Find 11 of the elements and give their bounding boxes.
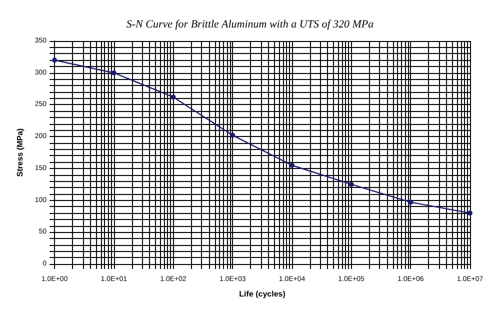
point (230, 132, 236, 138)
point (408, 200, 414, 205)
point (289, 162, 294, 168)
point (52, 58, 58, 63)
y-axis-title: Stress (MPa) (16, 128, 24, 177)
point (348, 182, 354, 187)
point (468, 210, 472, 216)
point (170, 94, 176, 100)
chart-title: S-N Curve for Brittle Aluminum with a UTS of 320 MPa (126, 18, 374, 30)
point (111, 70, 116, 76)
x-axis-title: Life (cycles) (239, 290, 286, 298)
